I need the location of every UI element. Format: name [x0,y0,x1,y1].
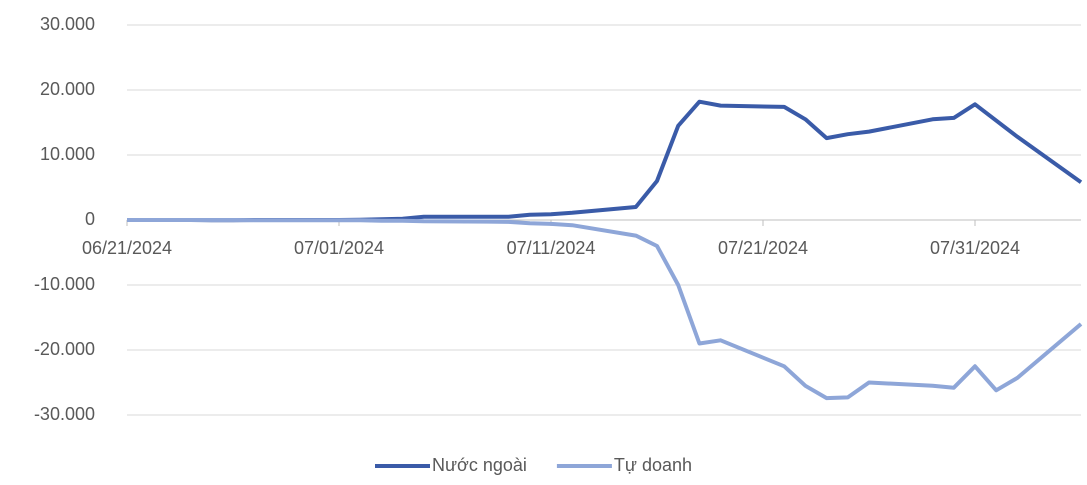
x-tick-label: 06/21/2024 [82,238,172,258]
x-tick-label: 07/11/2024 [507,238,596,258]
y-tick-label: 30.000 [40,14,95,34]
series-line [127,218,1083,401]
y-tick-label: 0 [85,209,95,229]
legend-label: Tự doanh [614,455,692,475]
y-tick-label: -30.000 [34,404,95,424]
y-tick-label: -10.000 [34,274,95,294]
x-tick-label: 07/01/2024 [294,238,384,258]
y-tick-label: 10.000 [40,144,95,164]
x-tick-label: 07/21/2024 [718,238,808,258]
x-tick-label: 07/31/2024 [930,238,1020,258]
y-tick-label: 20.000 [40,79,95,99]
legend-label: Nước ngoài [432,455,527,475]
y-tick-label: -20.000 [34,339,95,359]
series-line [127,99,1083,223]
